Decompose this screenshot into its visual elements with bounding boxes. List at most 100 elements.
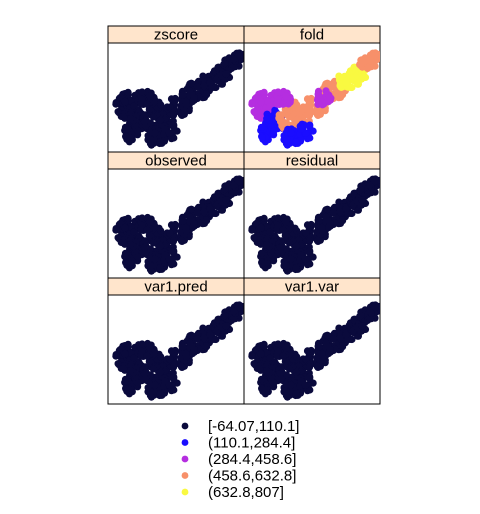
data-point: [170, 121, 178, 129]
data-point: [193, 209, 202, 217]
data-point: [287, 381, 295, 389]
data-point: [146, 371, 154, 379]
data-point: [170, 134, 178, 142]
data-point: [206, 331, 214, 339]
data-point: [200, 82, 208, 90]
data-point: [270, 127, 278, 135]
data-point: [248, 100, 256, 108]
data-point: [170, 237, 178, 245]
data-point: [161, 125, 169, 133]
data-point: [315, 217, 323, 225]
data-point: [190, 346, 198, 354]
data-point: [263, 367, 271, 375]
data-point: [339, 343, 347, 351]
data-point: [283, 388, 291, 396]
data-point: [282, 371, 290, 379]
data-point: [122, 259, 130, 268]
data-point: [161, 251, 169, 259]
data-point: [266, 102, 274, 110]
data-point: [167, 347, 176, 355]
data-point: [257, 224, 265, 232]
data-point: [292, 264, 300, 272]
data-point: [293, 242, 301, 250]
legend-label: (284.4,458.6]: [208, 451, 296, 468]
data-point: [157, 242, 165, 250]
legend-marker: [181, 488, 189, 496]
data-point: [143, 226, 151, 234]
data-point: [324, 205, 332, 213]
data-point: [287, 129, 295, 137]
data-point: [302, 129, 310, 137]
data-point: [306, 121, 314, 129]
panel-zscore: zscore: [107, 25, 245, 153]
data-point: [221, 185, 229, 193]
data-point: [260, 340, 268, 348]
data-point: [258, 385, 266, 394]
data-point: [270, 253, 278, 261]
data-point: [258, 133, 266, 142]
data-point: [318, 224, 326, 232]
data-point: [193, 335, 202, 343]
data-point: [188, 205, 196, 213]
data-point: [143, 100, 151, 108]
data-point: [121, 123, 130, 131]
data-point: [121, 224, 129, 232]
data-point: [151, 255, 159, 263]
data-point: [270, 379, 278, 387]
data-point: [274, 95, 282, 104]
data-point: [326, 346, 334, 354]
data-point: [318, 350, 326, 358]
data-point: [303, 95, 312, 103]
data-point: [221, 311, 229, 319]
data-point: [203, 217, 211, 225]
data-point: [147, 262, 155, 270]
data-point: [306, 237, 314, 245]
data-point: [339, 217, 347, 225]
data-point: [112, 352, 120, 360]
data-point: [200, 334, 208, 342]
data-point: [190, 220, 198, 228]
data-point: [282, 218, 290, 226]
data-point: [302, 255, 310, 263]
data-point: [193, 83, 202, 91]
data-point: [336, 82, 344, 90]
data-point: [282, 119, 290, 127]
data-point: [366, 181, 374, 190]
data-point: [156, 390, 164, 398]
data-point: [177, 110, 185, 119]
data-point: [287, 255, 295, 263]
panel-residual: residual: [243, 151, 381, 279]
data-point: [167, 95, 176, 103]
data-point: [297, 125, 305, 133]
data-point: [266, 354, 274, 362]
data-point: [329, 209, 338, 217]
data-point: [170, 260, 178, 268]
data-point: [149, 365, 158, 373]
data-point: [277, 244, 285, 252]
data-point: [170, 386, 178, 394]
data-point: [170, 111, 178, 119]
data-point: [138, 214, 146, 222]
data-point: [283, 393, 291, 401]
panel-frame: [243, 294, 381, 405]
data-point: [285, 365, 294, 373]
data-point: [166, 381, 174, 389]
data-point: [127, 241, 135, 249]
data-point: [339, 91, 347, 99]
data-point: [324, 331, 332, 339]
data-point: [157, 116, 165, 124]
data-point: [203, 343, 211, 351]
point-group: [112, 301, 244, 401]
data-point: [138, 347, 146, 356]
data-point: [182, 98, 190, 106]
data-point: [282, 245, 290, 253]
data-point: [238, 302, 244, 311]
data-point: [141, 118, 149, 126]
data-point: [149, 239, 158, 247]
data-point: [188, 79, 196, 87]
panel-title: var1.pred: [144, 279, 207, 296]
data-point: [214, 64, 222, 72]
data-point: [156, 138, 164, 146]
data-point: [170, 373, 178, 381]
data-point: [336, 208, 344, 216]
